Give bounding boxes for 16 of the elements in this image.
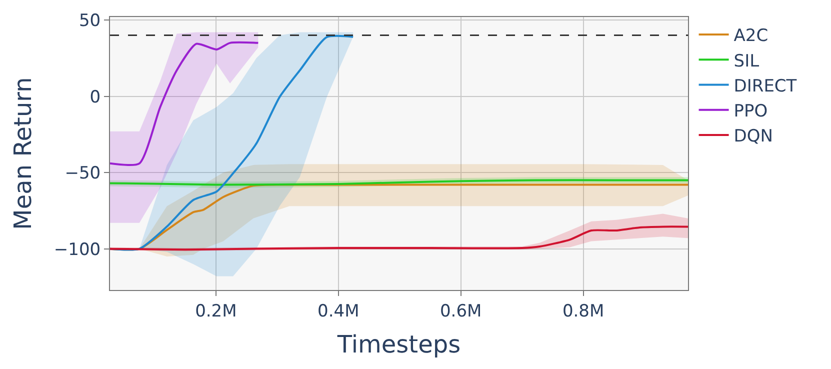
x-tick-label: 0.2M <box>195 301 237 322</box>
legend-label: SIL <box>734 51 760 72</box>
y-tick-label: 0 <box>90 87 101 108</box>
legend-label: DIRECT <box>734 76 798 96</box>
line-series <box>110 226 688 251</box>
legend-label: PPO <box>734 101 768 122</box>
y-tick-label: −100 <box>54 240 101 260</box>
legend-label: A2C <box>734 26 768 46</box>
legend-label: DQN <box>734 126 773 147</box>
y-axis-title: Mean Return <box>8 77 37 230</box>
y-tick-label: −50 <box>64 164 101 184</box>
x-tick-label: 0.6M <box>440 301 482 322</box>
x-tick-label: 0.4M <box>318 301 360 322</box>
x-axis-title: Timesteps <box>336 330 461 359</box>
x-tick-label: 0.8M <box>562 301 604 322</box>
y-tick-label: 50 <box>78 11 101 31</box>
